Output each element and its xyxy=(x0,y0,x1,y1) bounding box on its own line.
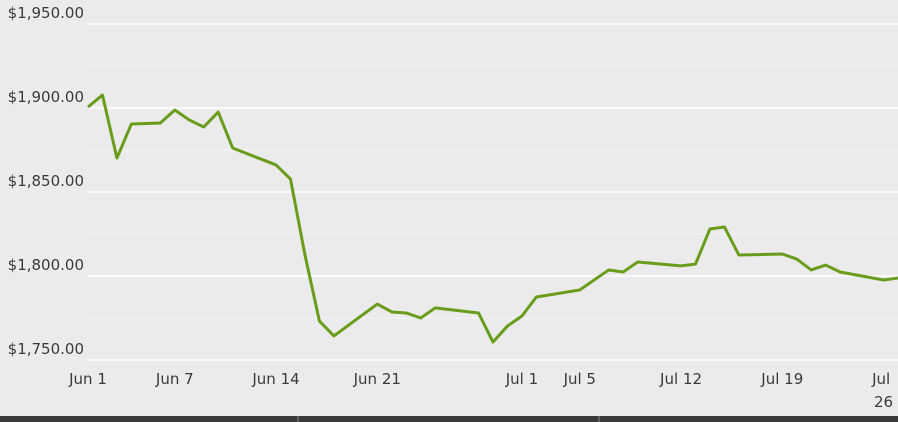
price-line xyxy=(87,93,898,344)
x-tick-label: Jul 12 xyxy=(659,370,702,388)
y-tick-label: $1,750.00 xyxy=(8,340,84,358)
x-tick-label: Jun 7 xyxy=(155,370,194,388)
x-tick-label: Jun 1 xyxy=(68,370,107,388)
y-tick-label: $1,950.00 xyxy=(8,4,84,22)
x-tick-label: Jun 14 xyxy=(251,370,299,388)
y-tick-label: $1,850.00 xyxy=(8,172,84,190)
x-tick-label: Jul 26 xyxy=(871,370,895,411)
x-tick-label: Jul 5 xyxy=(563,370,596,388)
x-tick-label: Jul 1 xyxy=(505,370,538,388)
bottom-bar xyxy=(0,416,898,422)
x-tick-label: Jun 21 xyxy=(353,370,401,388)
x-tick-label: Jul 19 xyxy=(760,370,803,388)
y-tick-label: $1,900.00 xyxy=(8,88,84,106)
y-tick-label: $1,800.00 xyxy=(8,256,84,274)
